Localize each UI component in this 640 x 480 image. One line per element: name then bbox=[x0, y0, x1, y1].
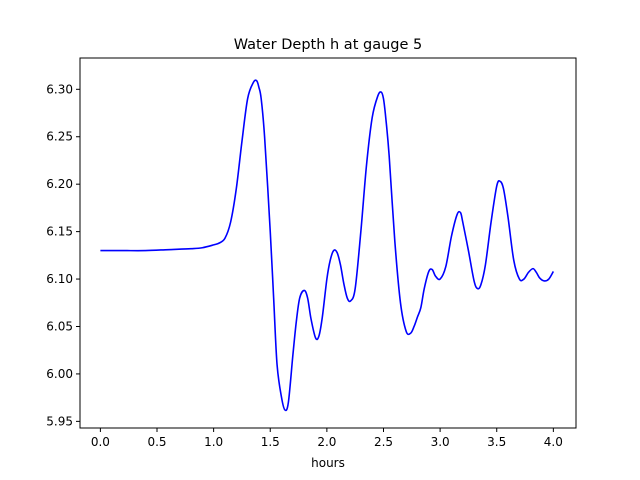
axes-frame bbox=[79, 57, 577, 429]
y-axis: 5.95 6.00 6.05 6.10 6.15 6.20 6.25 6.30 bbox=[46, 82, 80, 428]
x-tick-label: 0.0 bbox=[91, 435, 110, 449]
water-depth-line bbox=[100, 79, 555, 412]
x-tick-label: 3.5 bbox=[487, 435, 506, 449]
chart-title: Water Depth h at gauge 5 bbox=[234, 37, 422, 53]
x-axis-label: hours bbox=[311, 456, 345, 470]
x-tick-label: 4.0 bbox=[544, 435, 563, 449]
y-tick-label: 6.20 bbox=[46, 177, 73, 191]
y-tick-label: 6.30 bbox=[46, 82, 73, 96]
y-tick-label: 6.05 bbox=[46, 319, 73, 333]
plot-area bbox=[79, 57, 577, 429]
series-layer bbox=[100, 79, 555, 412]
x-axis: 0.0 0.5 1.0 1.5 2.0 2.5 3.0 3.5 4.0 bbox=[91, 428, 563, 449]
x-tick-label: 3.0 bbox=[431, 435, 450, 449]
y-tick-label: 6.15 bbox=[46, 225, 73, 239]
x-tick-label: 1.0 bbox=[204, 435, 223, 449]
x-tick-label: 0.5 bbox=[147, 435, 166, 449]
x-tick-label: 2.5 bbox=[374, 435, 393, 449]
y-tick-label: 6.10 bbox=[46, 272, 73, 286]
x-tick-label: 2.0 bbox=[317, 435, 336, 449]
y-tick-label: 6.00 bbox=[46, 367, 73, 381]
y-tick-label: 6.25 bbox=[46, 130, 73, 144]
x-tick-label: 1.5 bbox=[261, 435, 280, 449]
y-tick-label: 5.95 bbox=[46, 414, 73, 428]
